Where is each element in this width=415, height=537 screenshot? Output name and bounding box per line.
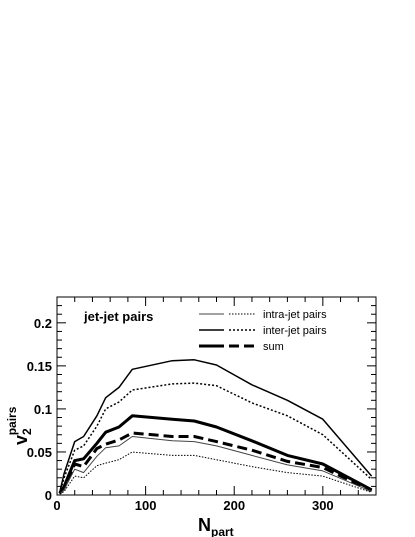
y-tick-label-0: 0: [45, 488, 52, 503]
x-axis-title-sub: part: [211, 525, 234, 537]
y-tick-label-2: 0.1: [34, 402, 52, 417]
legend-label-sum: sum: [263, 341, 284, 353]
series-line-solid: [58, 359, 373, 493]
annotation-label: jet-jet pairs: [83, 309, 153, 324]
series-line-thick-solid: [58, 414, 373, 495]
x-axis-title: Npart: [198, 515, 234, 537]
legend-label-inter: inter-jet pairs: [263, 325, 327, 337]
y-axis-title: v2pairs: [5, 406, 34, 445]
y-axis-title-main: v: [11, 435, 31, 445]
x-tick-label-300: 300: [312, 498, 334, 513]
y-tick-label-1: 0.05: [27, 445, 52, 460]
x-ticks: 0 100 200 300: [53, 297, 377, 513]
y-tick-label-3: 0.15: [27, 359, 52, 374]
x-axis-title-main: N: [198, 515, 211, 535]
series-line-thin-solid: [59, 436, 372, 495]
legend-label-intra: intra-jet pairs: [263, 309, 327, 321]
y-tick-label-4: 0.2: [34, 316, 52, 331]
y-axis-title-sup: pairs: [5, 406, 19, 435]
x-tick-label-200: 200: [223, 498, 245, 513]
series-layer: [58, 359, 373, 495]
series-line-thick-dashed: [58, 431, 373, 495]
series-line-thin-dotted: [59, 451, 372, 495]
x-tick-label-0: 0: [53, 498, 60, 513]
y-ticks: 0 0.05 0.1 0.15 0.2: [27, 305, 376, 503]
y-axis-title-sub: 2: [20, 428, 34, 435]
series-line-dotted: [58, 382, 373, 494]
legend: intra-jet pairs inter-jet pairs sum: [199, 309, 327, 353]
x-tick-label-100: 100: [135, 498, 157, 513]
